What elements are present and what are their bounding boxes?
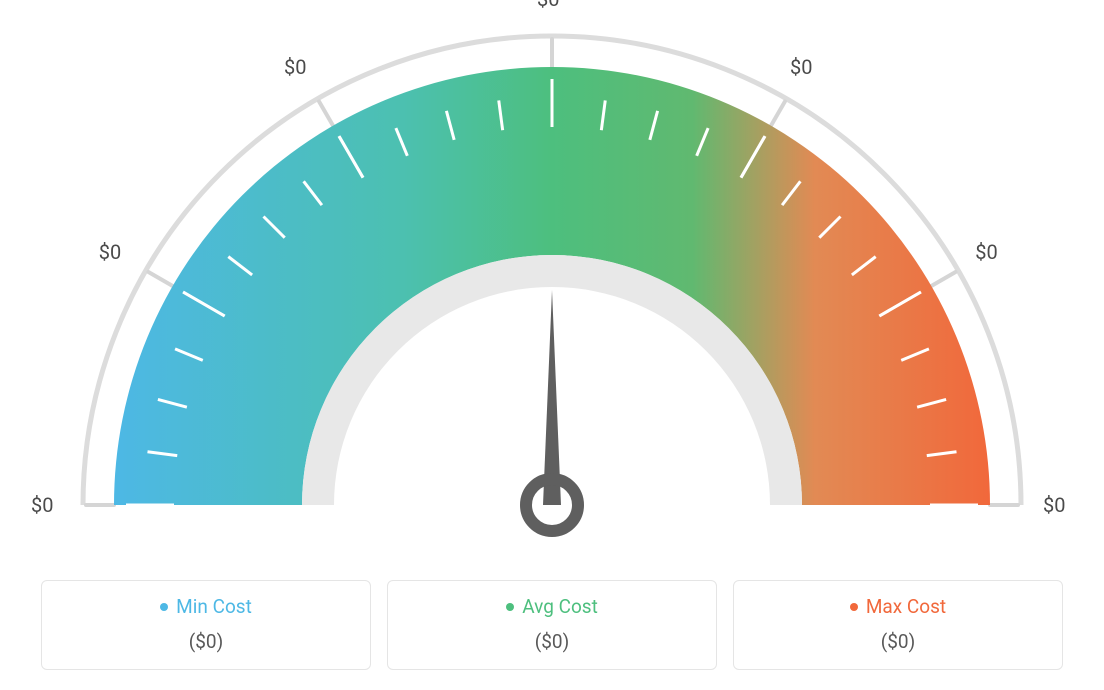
gauge-chart: $0 $0 $0 $0 $0 $0 $0 <box>0 0 1104 570</box>
legend-card-avg: Avg Cost ($0) <box>387 580 717 670</box>
legend-title-min: Min Cost <box>160 595 252 618</box>
gauge-scale-label: $0 <box>284 55 306 79</box>
legend-label-min: Min Cost <box>176 595 252 618</box>
gauge-scale-label: $0 <box>99 240 121 264</box>
legend-dot-max <box>850 603 858 611</box>
legend-row: Min Cost ($0) Avg Cost ($0) Max Cost ($0… <box>0 580 1104 670</box>
gauge-scale-label: $0 <box>537 0 559 11</box>
legend-dot-avg <box>506 603 514 611</box>
legend-title-max: Max Cost <box>850 595 946 618</box>
legend-card-max: Max Cost ($0) <box>733 580 1063 670</box>
legend-value-avg: ($0) <box>398 630 706 653</box>
legend-value-min: ($0) <box>52 630 360 653</box>
gauge-scale-label: $0 <box>790 55 812 79</box>
legend-label-max: Max Cost <box>866 595 946 618</box>
gauge-scale-label: $0 <box>1043 493 1065 517</box>
legend-dot-min <box>160 603 168 611</box>
legend-label-avg: Avg Cost <box>522 595 598 618</box>
legend-card-min: Min Cost ($0) <box>41 580 371 670</box>
gauge-scale-label: $0 <box>975 240 997 264</box>
legend-title-avg: Avg Cost <box>506 595 598 618</box>
gauge-svg <box>0 0 1104 560</box>
legend-value-max: ($0) <box>744 630 1052 653</box>
gauge-scale-label: $0 <box>31 493 53 517</box>
